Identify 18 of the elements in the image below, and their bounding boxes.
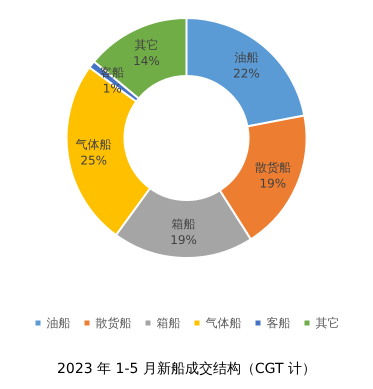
slice-label: 箱船 bbox=[172, 216, 196, 231]
slice-label: 散货船 bbox=[254, 160, 291, 174]
slice-label: 气体船 bbox=[76, 138, 112, 152]
legend-label: 其它 bbox=[316, 316, 340, 330]
legend-label: 气体船 bbox=[206, 316, 242, 330]
data-label: 19% bbox=[170, 232, 197, 247]
slice-label: 客船 bbox=[100, 65, 124, 80]
legend-label: 箱船 bbox=[156, 316, 180, 330]
text: 2023 年 1-5 月新船成交结构（CGT 计） bbox=[57, 361, 316, 377]
legend-label: 客船 bbox=[266, 316, 290, 330]
data-label: 14% bbox=[133, 54, 160, 68]
data-label: 25% bbox=[80, 154, 107, 168]
legend-label: 油船 bbox=[46, 316, 70, 330]
slice-label: 油船 bbox=[234, 50, 258, 65]
slice-label: 其它 bbox=[134, 38, 158, 52]
legend-label: 散货船 bbox=[96, 316, 132, 330]
data-label: 19% bbox=[259, 176, 286, 190]
data-label: 22% bbox=[233, 66, 260, 81]
